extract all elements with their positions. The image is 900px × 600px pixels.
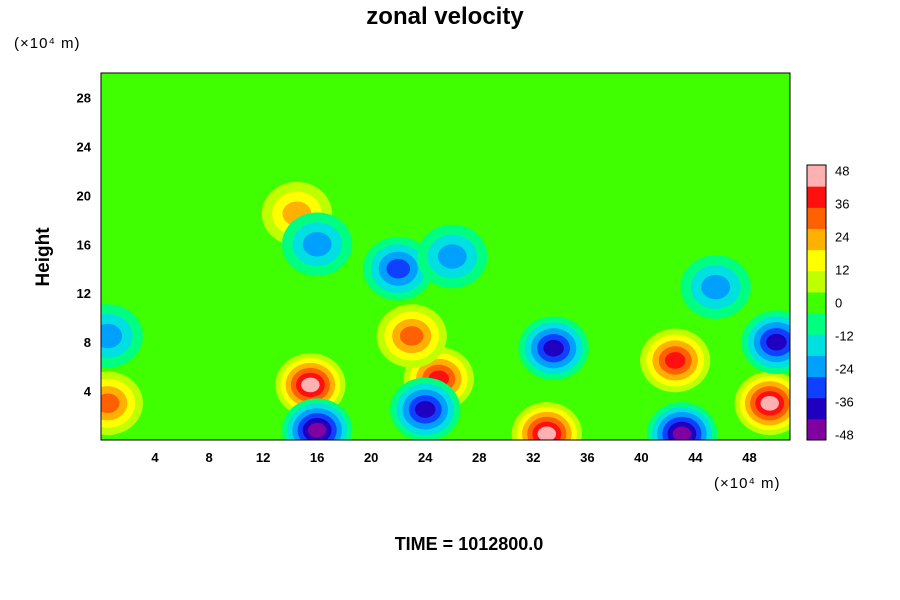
colorbar-band — [807, 249, 826, 272]
colorbar-band — [807, 291, 826, 314]
colorbar-tick-label: -12 — [835, 329, 854, 344]
colorbar-band — [807, 270, 826, 293]
colorbar-tick-label: 48 — [835, 164, 849, 179]
y-axis-unit: (×10⁴ m) — [14, 35, 81, 52]
field-contour — [301, 377, 320, 393]
y-tick-label: 24 — [77, 139, 92, 154]
x-tick-label: 32 — [526, 450, 540, 465]
colorbar: 48 36 24 12 0 -12 -24 -36 -48 — [806, 164, 854, 443]
field-contour — [307, 422, 327, 438]
colorbar-band — [807, 165, 826, 187]
field-contour — [543, 339, 564, 357]
y-axis-label: Height — [33, 227, 54, 287]
colorbar-band — [807, 313, 826, 335]
field-contour — [437, 244, 467, 269]
plot-area — [101, 73, 790, 440]
colorbar-band — [807, 397, 826, 420]
colorbar-tick-label: 12 — [835, 263, 849, 278]
field-contour — [399, 326, 424, 346]
field-contour — [302, 232, 332, 257]
field-contour — [101, 393, 120, 414]
field-contour — [537, 426, 557, 440]
x-tick-label: 28 — [472, 450, 486, 465]
chart-title: zonal velocity — [366, 3, 524, 30]
field-contour — [766, 333, 787, 351]
x-axis-ticks: 4 8 12 16 20 24 28 32 36 40 44 48 — [151, 450, 756, 465]
plot-frame — [100, 72, 791, 441]
colorbar-tick-label: 24 — [835, 230, 849, 245]
velocity-field — [101, 181, 790, 440]
colorbar-band — [807, 207, 826, 229]
x-tick-label: 24 — [418, 450, 433, 465]
colorbar-band — [807, 228, 826, 251]
field-contour — [101, 323, 123, 349]
x-tick-label: 4 — [151, 450, 159, 465]
colorbar-band — [807, 186, 826, 208]
x-tick-label: 16 — [310, 450, 324, 465]
y-tick-label: 8 — [84, 335, 91, 350]
colorbar-band — [807, 418, 826, 441]
x-tick-label: 36 — [580, 450, 594, 465]
field-contour — [386, 258, 411, 279]
time-label: TIME = 1012800.0 — [395, 534, 544, 554]
colorbar-tick-label: -24 — [835, 362, 854, 377]
x-tick-label: 48 — [742, 450, 756, 465]
colorbar-tick-label: -48 — [835, 428, 854, 443]
x-axis-unit: (×10⁴ m) — [714, 475, 781, 492]
y-tick-label: 20 — [77, 188, 91, 203]
colorbar-tick-label: 36 — [835, 197, 849, 212]
field-contour — [701, 274, 731, 300]
colorbar-frame — [806, 164, 827, 441]
y-tick-label: 16 — [77, 237, 91, 252]
field-contour — [664, 352, 686, 369]
x-tick-label: 40 — [634, 450, 648, 465]
field-contour — [672, 426, 692, 440]
x-tick-label: 8 — [205, 450, 212, 465]
x-tick-label: 20 — [364, 450, 378, 465]
colorbar-band — [807, 355, 826, 378]
y-axis-ticks: 4 8 12 16 20 24 28 — [77, 90, 92, 399]
x-tick-label: 12 — [256, 450, 270, 465]
colorbar-tick-label: 0 — [835, 296, 842, 311]
field-contour — [414, 401, 436, 418]
colorbar-band — [807, 334, 826, 356]
field-contour — [760, 395, 779, 411]
x-tick-label: 44 — [688, 450, 703, 465]
y-tick-label: 12 — [77, 286, 91, 301]
colorbar-tick-label: -36 — [835, 395, 854, 410]
y-tick-label: 28 — [77, 90, 91, 105]
y-tick-label: 4 — [84, 384, 92, 399]
colorbar-band — [807, 376, 826, 399]
